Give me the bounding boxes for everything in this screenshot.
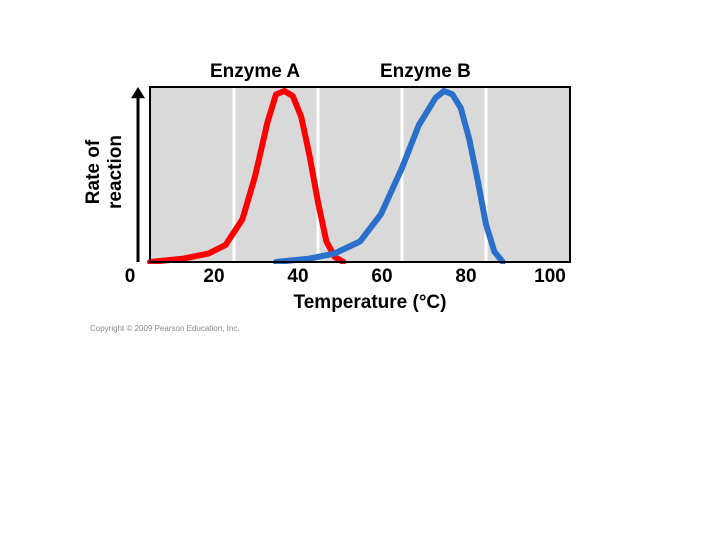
x-tick-label: 80 <box>455 266 476 288</box>
y-axis-label: Rate ofreaction <box>83 135 127 209</box>
chart-plot-area <box>130 85 580 264</box>
x-tick-label: 40 <box>287 266 308 288</box>
series-label-enzyme-a: Enzyme A <box>210 61 300 83</box>
series-label-enzyme-b: Enzyme B <box>380 61 471 83</box>
copyright-text: Copyright © 2009 Pearson Education, Inc. <box>90 324 240 333</box>
y-axis-label-text: Rate ofreaction <box>83 135 126 209</box>
enzyme-rate-chart: Rate ofreaction Enzyme A Enzyme B 020406… <box>130 85 580 269</box>
x-axis-label: Temperature (°C) <box>240 292 500 314</box>
x-tick-label: 0 <box>125 266 136 288</box>
x-tick-label: 20 <box>203 266 224 288</box>
x-tick-label: 60 <box>371 266 392 288</box>
x-tick-label: 100 <box>534 266 566 288</box>
